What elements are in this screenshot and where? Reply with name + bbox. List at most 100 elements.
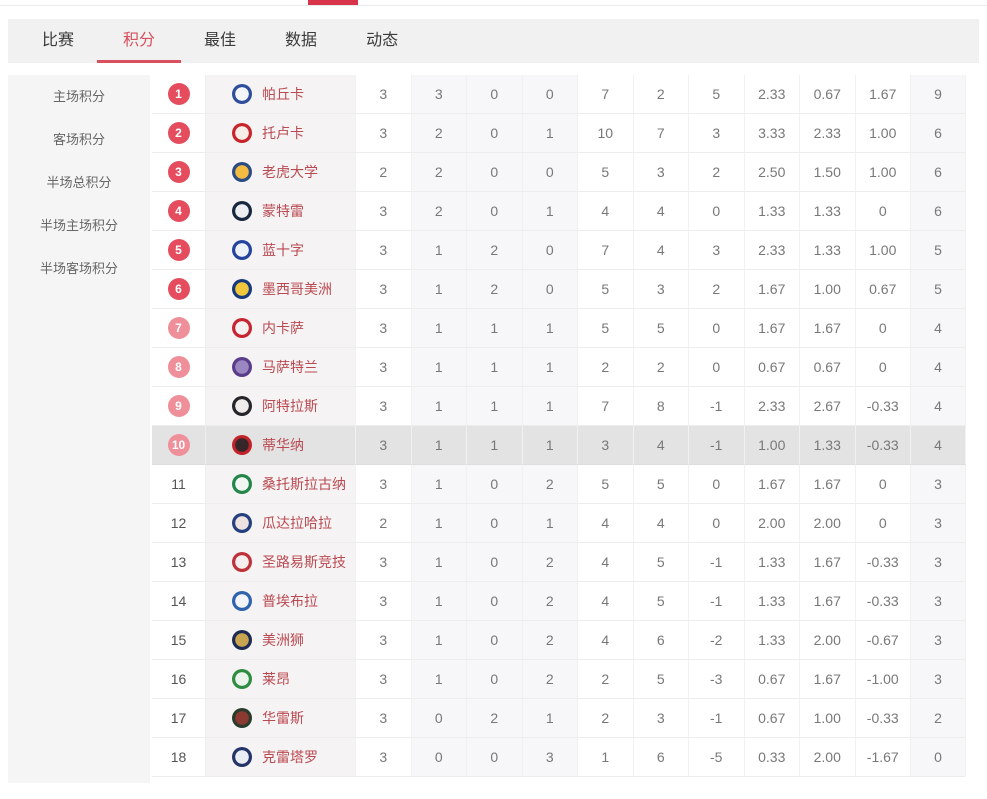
table-row[interactable]: 17 华雷斯 3 0 2 1 2 3 -1 0.67 1.00 -0.33 2: [152, 699, 966, 738]
team-name: 蒙特雷: [262, 203, 304, 219]
team-logo-icon: [232, 318, 252, 338]
rank-cell: 5: [152, 231, 205, 270]
table-row[interactable]: 12 瓜达拉哈拉 2 1 0 1 4 4 0 2.00 2.00 0 3: [152, 504, 966, 543]
stat-p: 3: [355, 348, 411, 387]
sidebar-item-half-total-points[interactable]: 半场总积分: [46, 175, 112, 190]
stat-ga: 5: [632, 582, 688, 621]
table-row[interactable]: 9 阿特拉斯 3 1 1 1 7 8 -1 2.33 2.67 -0.33 4: [152, 387, 966, 426]
stat-gf: 5: [577, 465, 633, 504]
table-row[interactable]: 10 蒂华纳 3 1 1 1 3 4 -1 1.00 1.33 -0.33 4: [152, 426, 966, 465]
stat-aga: 1.67: [799, 660, 855, 699]
table-row[interactable]: 2 托卢卡 3 2 0 1 10 7 3 3.33 2.33 1.00 6: [152, 114, 966, 153]
stat-gf: 2: [577, 348, 633, 387]
stat-l: 1: [521, 504, 577, 543]
stat-gd: -5: [688, 738, 744, 777]
stat-agf: 1.33: [743, 192, 799, 231]
table-row[interactable]: 13 圣路易斯竞技 3 1 0 2 4 5 -1 1.33 1.67 -0.33…: [152, 543, 966, 582]
rank-badge: 1: [167, 83, 190, 105]
stat-pts: 4: [910, 309, 966, 348]
stat-agf: 1.67: [743, 309, 799, 348]
team-name: 桑托斯拉古纳: [262, 476, 346, 492]
tab-best[interactable]: 最佳: [204, 32, 237, 49]
rank-cell: 17: [152, 699, 205, 738]
team-logo-icon: [232, 669, 252, 689]
tab-matches[interactable]: 比赛: [42, 32, 75, 49]
stat-aga: 1.67: [799, 582, 855, 621]
stat-gd: 3: [688, 231, 744, 270]
rank-badge: 6: [167, 278, 190, 300]
stat-gf: 5: [577, 153, 633, 192]
stat-w: 2: [410, 153, 466, 192]
stat-p: 3: [355, 387, 411, 426]
table-row[interactable]: 14 普埃布拉 3 1 0 2 4 5 -1 1.33 1.67 -0.33 3: [152, 582, 966, 621]
stat-gf: 1: [577, 738, 633, 777]
team-cell: 阿特拉斯: [205, 387, 355, 426]
stat-aga: 1.33: [799, 192, 855, 231]
team-name: 托卢卡: [262, 125, 304, 141]
stat-agd: 0: [854, 504, 910, 543]
stat-agf: 2.33: [743, 387, 799, 426]
sidebar-item-half-away-points[interactable]: 半场客场积分: [39, 261, 118, 276]
stat-agd: -0.33: [854, 387, 910, 426]
stat-pts: 6: [910, 114, 966, 153]
stat-agf: 1.33: [743, 621, 799, 660]
stat-l: 1: [521, 348, 577, 387]
rank-cell: 6: [152, 270, 205, 309]
team-name: 普埃布拉: [262, 593, 318, 609]
tab-bar: 比赛 积分 最佳 数据 动态: [8, 19, 979, 63]
table-row[interactable]: 16 莱昂 3 1 0 2 2 5 -3 0.67 1.67 -1.00 3: [152, 660, 966, 699]
tab-stats[interactable]: 数据: [285, 32, 318, 49]
stat-aga: 1.00: [799, 699, 855, 738]
stat-w: 1: [410, 426, 466, 465]
stat-w: 1: [410, 309, 466, 348]
table-row[interactable]: 1 帕丘卡 3 3 0 0 7 2 5 2.33 0.67 1.67 9: [152, 75, 966, 114]
stat-agf: 1.67: [743, 465, 799, 504]
stat-d: 1: [466, 426, 522, 465]
stat-w: 1: [410, 348, 466, 387]
stat-gf: 5: [577, 309, 633, 348]
team-cell: 老虎大学: [205, 153, 355, 192]
stat-w: 2: [410, 114, 466, 153]
stat-l: 2: [521, 660, 577, 699]
table-row[interactable]: 11 桑托斯拉古纳 3 1 0 2 5 5 0 1.67 1.67 0 3: [152, 465, 966, 504]
rank-badge: 9: [167, 395, 190, 417]
stat-l: 1: [521, 114, 577, 153]
team-logo-icon: [232, 84, 252, 104]
team-logo-icon: [232, 357, 252, 377]
table-row[interactable]: 5 蓝十字 3 1 2 0 7 4 3 2.33 1.33 1.00 5: [152, 231, 966, 270]
stat-gd: -1: [688, 387, 744, 426]
table-row[interactable]: 4 蒙特雷 3 2 0 1 4 4 0 1.33 1.33 0 6: [152, 192, 966, 231]
table-row[interactable]: 3 老虎大学 2 2 0 0 5 3 2 2.50 1.50 1.00 6: [152, 153, 966, 192]
team-logo-icon: [232, 708, 252, 728]
team-cell: 普埃布拉: [205, 582, 355, 621]
stat-gf: 4: [577, 582, 633, 621]
tab-news[interactable]: 动态: [366, 32, 399, 49]
sidebar: 主场积分客场积分半场总积分半场主场积分 半场客场积分: [8, 75, 150, 783]
table-row[interactable]: 7 内卡萨 3 1 1 1 5 5 0 1.67 1.67 0 4: [152, 309, 966, 348]
stat-l: 3: [521, 738, 577, 777]
stat-ga: 4: [632, 192, 688, 231]
team-cell: 墨西哥美洲: [205, 270, 355, 309]
stat-p: 3: [355, 192, 411, 231]
sidebar-item-away-points[interactable]: 客场积分: [52, 132, 105, 147]
stat-pts: 0: [910, 738, 966, 777]
sidebar-item-half-home-points[interactable]: 半场主场积分: [39, 218, 118, 233]
stat-aga: 1.00: [799, 270, 855, 309]
stat-pts: 6: [910, 192, 966, 231]
stat-pts: 2: [910, 699, 966, 738]
rank-badge: 4: [167, 200, 190, 222]
table-row[interactable]: 8 马萨特兰 3 1 1 1 2 2 0 0.67 0.67 0 4: [152, 348, 966, 387]
sidebar-item-home-points[interactable]: 主场积分: [52, 89, 105, 104]
stat-d: 0: [466, 153, 522, 192]
stat-pts: 4: [910, 348, 966, 387]
stat-d: 0: [466, 660, 522, 699]
table-row[interactable]: 15 美洲狮 3 1 0 2 4 6 -2 1.33 2.00 -0.67 3: [152, 621, 966, 660]
table-row[interactable]: 6 墨西哥美洲 3 1 2 0 5 3 2 1.67 1.00 0.67 5: [152, 270, 966, 309]
stat-w: 1: [410, 621, 466, 660]
tab-standings[interactable]: 积分: [123, 19, 155, 63]
stat-gd: 0: [688, 192, 744, 231]
stat-gd: 3: [688, 114, 744, 153]
table-row[interactable]: 18 克雷塔罗 3 0 0 3 1 6 -5 0.33 2.00 -1.67 0: [152, 738, 966, 777]
stat-d: 0: [466, 465, 522, 504]
stat-p: 3: [355, 699, 411, 738]
